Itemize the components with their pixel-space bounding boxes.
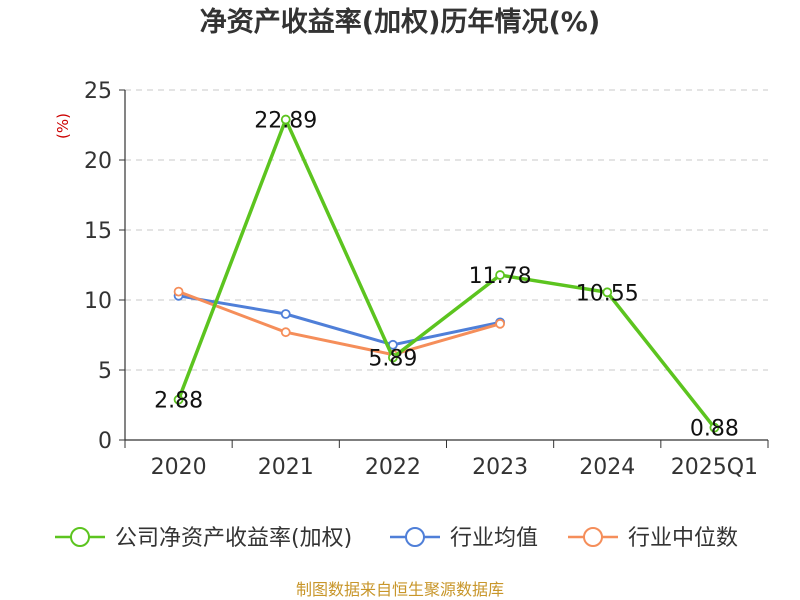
y-tick-label: 20 xyxy=(84,149,112,174)
x-tick-label: 2021 xyxy=(258,455,314,480)
data-label: 0.88 xyxy=(690,417,739,442)
series-2-point xyxy=(280,327,291,338)
series-2-point xyxy=(173,286,184,297)
legend-label-1: 行业均值 xyxy=(450,526,538,551)
x-tick-label: 2023 xyxy=(472,455,528,480)
series-0-point xyxy=(173,394,184,405)
legend-swatch-marker-0 xyxy=(70,527,90,547)
series-0-point xyxy=(388,352,398,363)
data-label: 11.78 xyxy=(469,264,532,289)
y-tick-label: 10 xyxy=(84,289,112,314)
y-tick-label: 15 xyxy=(84,219,112,244)
data-label: 10.55 xyxy=(576,281,639,306)
data-label: 22.89 xyxy=(254,109,317,134)
legend-swatch-marker-2 xyxy=(583,527,603,547)
series-1-point xyxy=(280,309,291,319)
legend-label-0: 公司净资产收益率(加权) xyxy=(115,526,352,551)
series-0-point xyxy=(602,287,613,298)
series-0-point xyxy=(280,114,291,125)
data-label: 5.89 xyxy=(368,347,417,372)
chart-title: 净资产收益率(加权)历年情况(%) xyxy=(200,6,600,38)
legend-label-2: 行业中位数 xyxy=(628,526,738,551)
x-tick-label: 2020 xyxy=(151,455,207,480)
series-0-point xyxy=(709,422,720,433)
series-line-2 xyxy=(178,290,501,357)
y-tick-label: 5 xyxy=(98,359,112,384)
series-line-1 xyxy=(178,294,501,347)
x-tick-label: 2024 xyxy=(579,455,635,480)
y-tick-label: 25 xyxy=(84,79,112,104)
legend-swatch-marker-1 xyxy=(405,527,425,547)
series-0-point xyxy=(495,270,505,280)
x-tick-label: 2025Q1 xyxy=(671,455,758,480)
data-source-note: 制图数据来自恒生聚源数据库 xyxy=(296,580,504,599)
series-2-point xyxy=(495,318,505,329)
y-axis-label: (%) xyxy=(54,113,72,139)
x-tick-label: 2022 xyxy=(365,455,421,480)
y-tick-label: 0 xyxy=(98,429,112,454)
data-label: 2.88 xyxy=(154,389,203,414)
series-line-0 xyxy=(176,117,716,429)
